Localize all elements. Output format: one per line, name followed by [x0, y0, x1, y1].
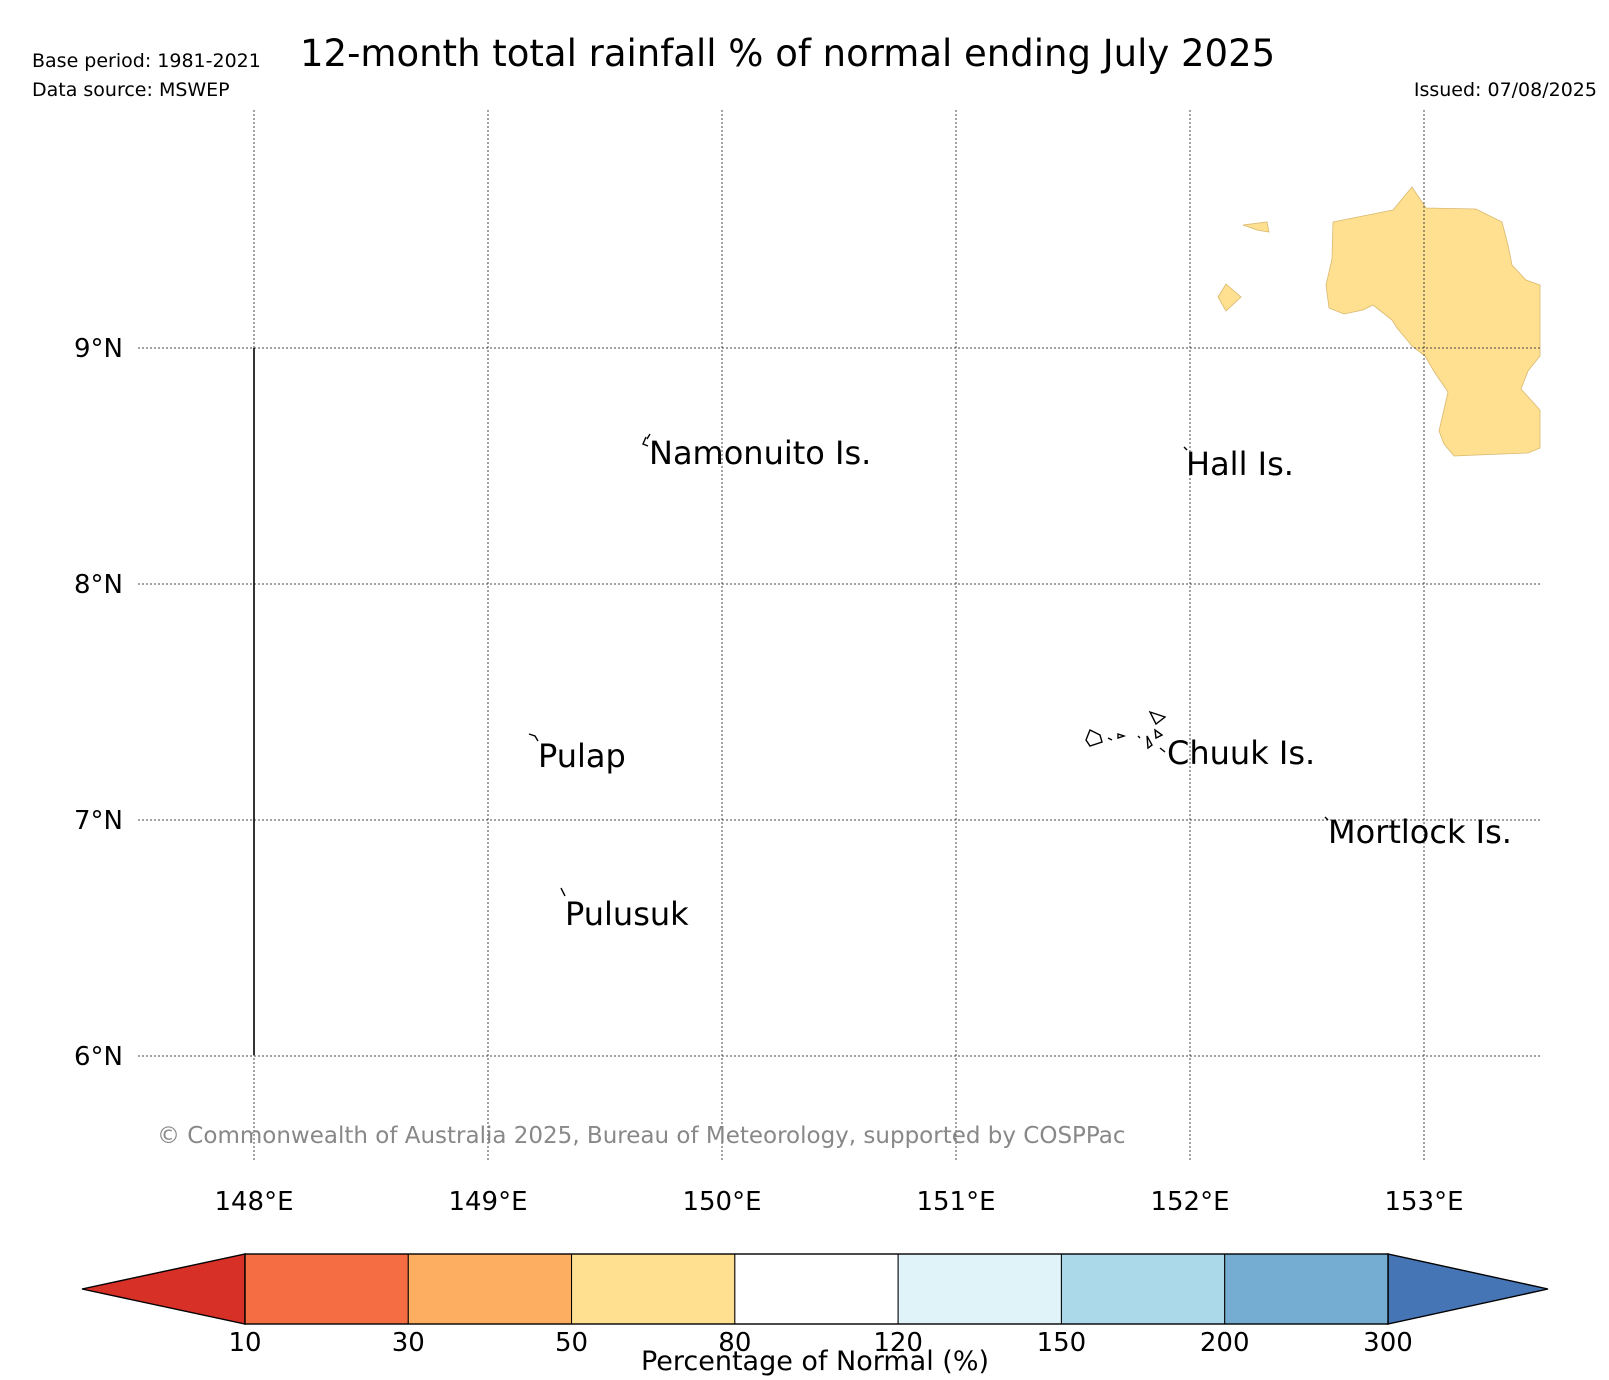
colorbar-under-arrow	[81, 1253, 246, 1325]
shaded-islet-west	[1217, 283, 1242, 312]
colorbar-label: Percentage of Normal (%)	[641, 1346, 989, 1377]
chuuk-outline-4	[1146, 735, 1153, 750]
lon-tick-label: 149°E	[448, 1187, 527, 1217]
island-label: Pulap	[538, 737, 626, 775]
lon-tick-label: 152°E	[1150, 1187, 1229, 1217]
lat-tick-label: 8°N	[74, 570, 123, 600]
colorbar-tick-label: 80	[718, 1328, 751, 1358]
island-label: Pulusuk	[565, 895, 689, 933]
lat-tick-label: 7°N	[74, 806, 123, 836]
chuuk-outline-7	[1107, 737, 1113, 741]
lon-tick-label: 151°E	[916, 1187, 995, 1217]
axis-tick-labels: 148°E 149°E 150°E 151°E 152°E 153°E 9°N 8°N 7°N 6…	[74, 334, 1464, 1217]
colorbar-segment	[734, 1253, 899, 1325]
lon-tick-label: 150°E	[682, 1187, 761, 1217]
map-title: 12-month total rainfall % of normal endi…	[300, 32, 1276, 75]
island-labels: Namonuito Is. Hall Is. Pulap Chuuk Is. Mortl…	[538, 434, 1512, 933]
colorbar	[81, 1253, 1549, 1325]
lon-tick-label: 148°E	[214, 1187, 293, 1217]
chuuk-outline-5	[1154, 728, 1164, 740]
colorbar-tick-label: 50	[555, 1328, 588, 1358]
lat-tick-label: 6°N	[74, 1042, 123, 1072]
lon-tick-label: 153°E	[1384, 1187, 1463, 1217]
base-period-label: Base period: 1981-2021	[32, 50, 261, 72]
lat-tick-label: 9°N	[74, 334, 123, 364]
colorbar-over-arrow	[1387, 1253, 1549, 1325]
colorbar-segment	[571, 1253, 736, 1325]
copyright-notice: © Commonwealth of Australia 2025, Bureau…	[157, 1123, 1126, 1149]
chuuk-outline-6	[1159, 747, 1166, 753]
colorbar-tick-label: 30	[392, 1328, 425, 1358]
colorbar-segment	[1224, 1253, 1389, 1325]
chuuk-outline-3	[1117, 733, 1127, 739]
issued-date-label: Issued: 07/08/2025	[1413, 79, 1597, 101]
colorbar-tick-label: 150	[1037, 1328, 1087, 1358]
colorbar-tick-label: 10	[228, 1328, 261, 1358]
mortlock-outline	[1324, 816, 1329, 821]
shaded-region-east	[1325, 186, 1541, 457]
chuuk-outline-1	[1148, 710, 1167, 726]
shaded-islet-north	[1242, 221, 1270, 233]
pulap-outline	[528, 733, 539, 742]
chuuk-outline-8	[1137, 735, 1141, 739]
colorbar-tick-label: 300	[1363, 1328, 1413, 1358]
island-label: Hall Is.	[1186, 445, 1294, 483]
colorbar-segment	[407, 1253, 573, 1325]
island-outlines	[528, 433, 1329, 897]
colorbar-tick-labels: 10 30 50 80 120 150 200 300	[228, 1328, 1412, 1358]
chuuk-outline-2	[1085, 729, 1103, 747]
colorbar-tick-label: 120	[873, 1328, 923, 1358]
colorbar-tick-label: 200	[1200, 1328, 1250, 1358]
pulusuk-outline	[560, 887, 566, 897]
colorbar-segment	[897, 1253, 1062, 1325]
island-label: Namonuito Is.	[649, 434, 871, 472]
colorbar-frame	[244, 1253, 1389, 1325]
hall-outline	[1183, 446, 1188, 451]
colorbar-segment	[244, 1253, 409, 1325]
island-label: Mortlock Is.	[1328, 813, 1512, 851]
data-source-label: Data source: MSWEP	[32, 79, 230, 101]
island-label: Chuuk Is.	[1167, 734, 1315, 772]
namonuito-outline	[642, 433, 651, 447]
colorbar-segment	[1060, 1253, 1226, 1325]
